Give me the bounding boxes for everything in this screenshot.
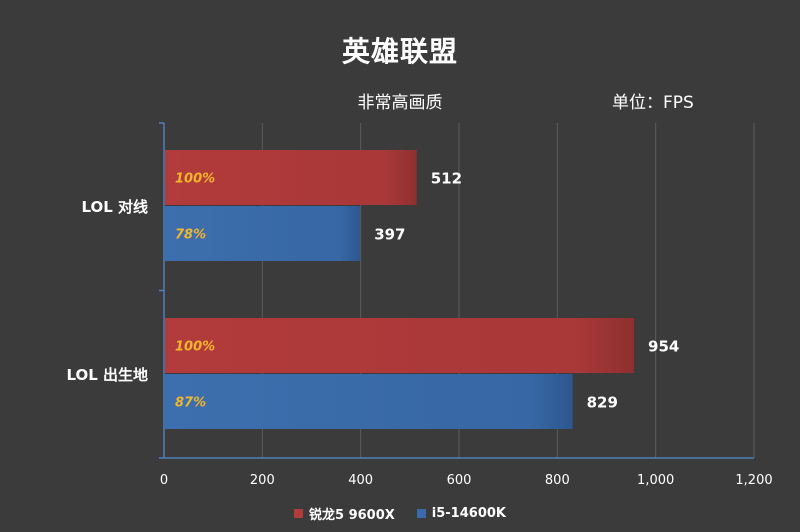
bar-percent-label: 100% [175, 340, 215, 355]
x-tick-label: 1,200 [735, 473, 772, 488]
legend-label-series-1: 锐龙5 9600X [309, 508, 395, 523]
bar [165, 150, 417, 205]
legend-item-series-1: 锐龙5 9600X [294, 504, 395, 523]
bar-percent-label: 87% [175, 396, 206, 411]
axes: 0 200 400 600 800 1,000 1,200 LOL 对线 LOL 出生地 [66, 122, 773, 488]
bar-percent-label: 100% [175, 172, 215, 187]
legend-item-series-2: i5-14600K [416, 504, 506, 523]
category-label: LOL 出生地 [66, 366, 148, 384]
legend-swatch-series-1 [294, 509, 303, 518]
x-tick-label: 400 [348, 473, 373, 488]
x-tick-label: 1,000 [637, 473, 674, 488]
bar-value-label: 954 [648, 338, 679, 356]
bars: 100% 512 78% 397 100% 954 87% 829 [165, 150, 679, 429]
x-tick-label: 0 [160, 473, 168, 488]
legend-swatch-series-2 [416, 509, 426, 518]
unit-label: 单位：FPS [612, 93, 694, 113]
bar-value-label: 397 [374, 226, 405, 244]
bar-percent-label: 78% [175, 228, 206, 243]
bar-value-label: 512 [431, 170, 462, 188]
legend: 锐龙5 9600X i5-14600K [0, 504, 800, 523]
bar-value-label: 829 [587, 394, 618, 412]
bar [165, 374, 573, 429]
bar [165, 318, 635, 373]
bar [165, 206, 361, 261]
x-tick-label: 600 [447, 473, 472, 488]
legend-label-series-2: i5-14600K [431, 506, 506, 521]
chart-subtitle: 非常高画质 [357, 93, 443, 113]
x-tick-label: 800 [545, 473, 570, 488]
chart-title: 英雄联盟 [341, 35, 458, 68]
x-tick-label: 200 [250, 473, 275, 488]
category-label: LOL 对线 [81, 198, 148, 216]
